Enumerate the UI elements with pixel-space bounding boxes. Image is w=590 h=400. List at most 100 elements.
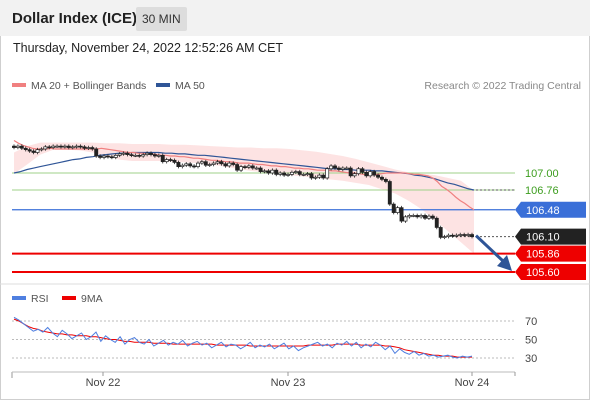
candle-body	[309, 173, 314, 179]
candle-body	[274, 169, 279, 175]
legend-ma50-label: MA 50	[175, 80, 205, 92]
candle-body	[176, 162, 181, 167]
candle-body	[12, 145, 16, 148]
candle-body	[458, 234, 463, 236]
candle-body	[231, 162, 236, 165]
candle-body	[340, 167, 345, 170]
candle-body	[55, 145, 60, 148]
candle-body	[278, 172, 283, 175]
candle-body	[305, 173, 310, 176]
price-label-support: 105.86	[526, 249, 560, 261]
candle-body	[391, 203, 396, 213]
candle-body	[86, 147, 91, 149]
legend-rsi-label: RSI	[31, 293, 49, 305]
candle-body	[270, 169, 275, 174]
candle-body	[434, 217, 439, 228]
forecast-arrow-head	[497, 255, 512, 271]
candle-body	[423, 215, 427, 219]
candle-body	[74, 145, 79, 148]
legend-ma20-label: MA 20 + Bollinger Bands	[31, 80, 147, 92]
ma9-swatch	[62, 296, 76, 301]
price-label-resistance: 106.76	[525, 185, 559, 197]
candle-body	[23, 147, 28, 151]
candle-body	[383, 179, 388, 182]
candle-body	[364, 171, 369, 177]
candle-body	[426, 215, 431, 219]
candle-body	[262, 170, 267, 173]
price-label-support: 105.60	[526, 267, 560, 279]
candle-body	[360, 168, 365, 173]
candle-body	[321, 174, 326, 179]
candle-body	[180, 164, 185, 167]
candle-body	[466, 234, 471, 236]
instrument-title: Dollar Index (ICE)	[12, 10, 138, 27]
candle-body	[152, 154, 157, 157]
candle-body	[258, 167, 263, 172]
x-tick-label: Nov 24	[455, 377, 490, 389]
candle-body	[372, 171, 377, 176]
price-tag-last	[515, 228, 586, 245]
ma20-swatch	[12, 83, 26, 88]
legend-rsi: RSI	[12, 293, 49, 305]
price-label-last: 106.10	[526, 232, 560, 244]
legend-9ma-label: 9MA	[81, 293, 103, 305]
rsi-line	[13, 316, 473, 359]
candle-body	[403, 216, 408, 222]
candle-body	[250, 165, 255, 169]
candle-body	[297, 171, 302, 175]
candle-body	[109, 156, 114, 159]
candle-body	[227, 162, 232, 167]
candle-body	[117, 153, 122, 156]
x-tick-label: Nov 22	[86, 377, 121, 389]
candle-body	[395, 207, 400, 213]
candle-body	[282, 172, 287, 176]
legend-ma20: MA 20 + Bollinger Bands	[12, 80, 146, 92]
candle-body	[199, 161, 204, 164]
candle-body	[419, 215, 424, 218]
candle-body	[125, 152, 130, 155]
candle-body	[94, 148, 99, 157]
candle-body	[145, 152, 150, 155]
candle-body	[415, 215, 420, 218]
candle-body	[470, 234, 474, 237]
candle-body	[35, 149, 40, 153]
candle-body	[325, 168, 330, 179]
candle-body	[82, 146, 87, 149]
candle-body	[184, 163, 189, 166]
candle-body	[39, 148, 44, 151]
candle-body	[407, 215, 412, 218]
x-tick-label: Nov 23	[271, 377, 306, 389]
candle-body	[301, 174, 306, 176]
rsi-tick-label: 50	[525, 335, 537, 347]
candle-body	[352, 173, 357, 177]
candle-body	[438, 227, 443, 238]
rsi-9ma-line	[13, 318, 472, 358]
header-bar: Dollar Index (ICE) 30 MIN	[0, 0, 590, 36]
candle-body	[43, 146, 48, 150]
candle-body	[344, 167, 349, 170]
candle-body	[70, 146, 75, 149]
rsi-swatch	[12, 296, 26, 301]
candle-body	[62, 145, 67, 148]
candle-body	[90, 147, 95, 150]
candle-body	[105, 155, 110, 158]
candle-body	[387, 181, 392, 205]
candle-body	[164, 159, 169, 163]
candle-body	[356, 168, 361, 175]
candle-body	[172, 159, 177, 163]
candle-body	[133, 154, 138, 157]
candle-body	[196, 162, 200, 167]
candle-body	[19, 145, 24, 149]
candle-body	[450, 234, 455, 237]
candle-body	[192, 165, 197, 168]
candle-body	[223, 163, 228, 167]
candle-body	[462, 234, 467, 236]
candle-body	[329, 165, 334, 170]
candle-body	[336, 167, 341, 170]
candle-body	[141, 154, 146, 157]
candle-body	[246, 165, 251, 168]
candle-body	[160, 154, 165, 163]
timeframe-badge[interactable]: 30 MIN	[136, 7, 187, 31]
candle-body	[399, 207, 404, 222]
candle-body	[156, 154, 161, 157]
